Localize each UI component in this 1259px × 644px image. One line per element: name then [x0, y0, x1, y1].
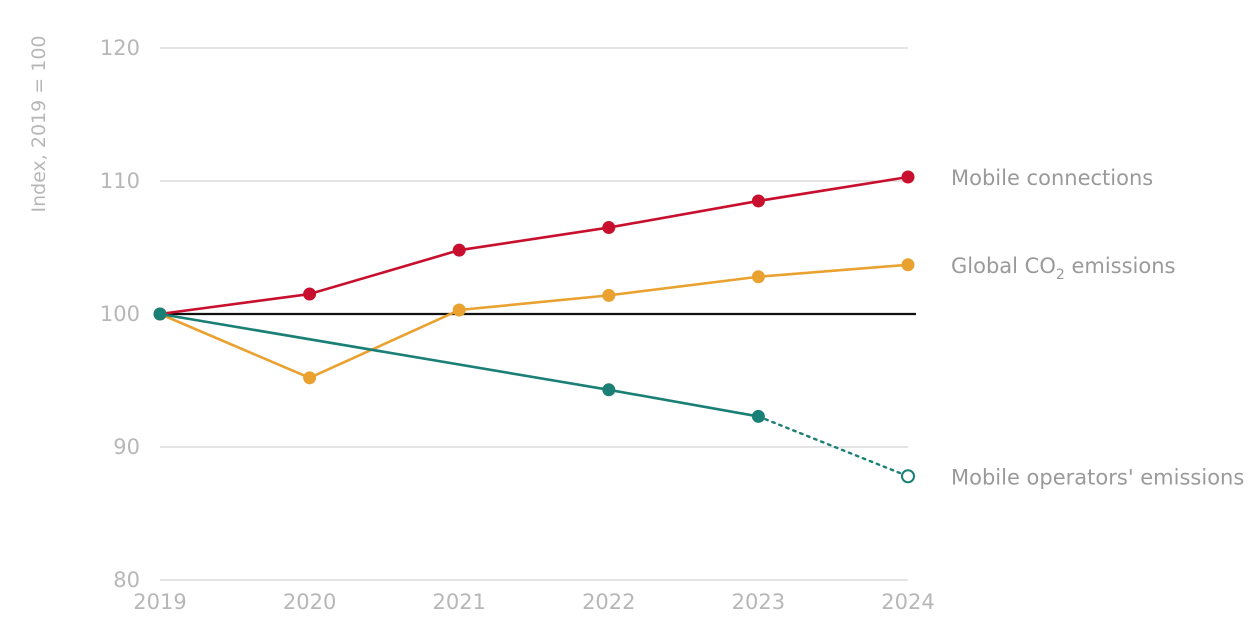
data-point-global-co2-emissions [452, 303, 466, 317]
series-global-co2-emissions [153, 258, 915, 385]
data-point-mobile-connections [901, 170, 915, 184]
data-point-mobile-connections [303, 287, 317, 301]
series-label-part: Global CO [951, 254, 1056, 278]
data-point-global-co2-emissions [602, 288, 616, 302]
data-point-global-co2-emissions [901, 258, 915, 272]
series-label-mobile-operators-emissions: Mobile operators' emissions [951, 465, 1244, 489]
x-tick-label: 2020 [283, 590, 336, 614]
series-label-subscript: 2 [1056, 267, 1065, 283]
projected-point-mobile-operators-emissions [901, 469, 915, 484]
y-tick-label: 100 [100, 302, 140, 326]
data-point-global-co2-emissions [303, 371, 317, 385]
gridlines [160, 47, 908, 581]
data-point-mobile-connections [452, 243, 466, 257]
data-point-mobile-operators-emissions [751, 409, 765, 423]
series-label-global-co2-emissions: Global CO2 emissions [951, 254, 1175, 283]
y-tick-label: 90 [113, 435, 140, 459]
x-tick-label: 2022 [582, 590, 635, 614]
y-tick-label: 110 [100, 169, 140, 193]
axes: 80 90 100 110 120 2019 2020 2021 2022 2023 2024 Ind… [28, 35, 935, 614]
data-point-global-co2-emissions [751, 270, 765, 284]
series-mobile-operators-emissions [153, 307, 915, 484]
x-tick-label: 2019 [133, 590, 186, 614]
series-labels: Mobile connections Global CO2 emissions Mo… [951, 166, 1244, 489]
y-tick-label: 120 [100, 36, 140, 60]
series-mobile-connections [153, 170, 915, 321]
series-line-mobile-connections [159, 175, 909, 316]
x-tick-label: 2023 [732, 590, 785, 614]
projection-line-mobile-operators-emissions [757, 415, 910, 478]
y-tick-label: 80 [113, 568, 140, 592]
data-point-mobile-operators-emissions [602, 383, 616, 397]
series-label-part: emissions [1065, 254, 1176, 278]
series-line-mobile-operators-emissions [159, 312, 759, 418]
series-label-mobile-connections: Mobile connections [951, 166, 1153, 190]
x-tick-label: 2024 [881, 590, 934, 614]
y-axis-title: Index, 2019 = 100 [28, 35, 50, 212]
series-lines [153, 170, 915, 484]
data-point-mobile-connections [751, 194, 765, 208]
x-tick-label: 2021 [432, 590, 485, 614]
data-point-mobile-operators-emissions [153, 307, 167, 321]
series-line-global-co2-emissions [159, 263, 909, 380]
data-point-mobile-connections [602, 221, 616, 235]
